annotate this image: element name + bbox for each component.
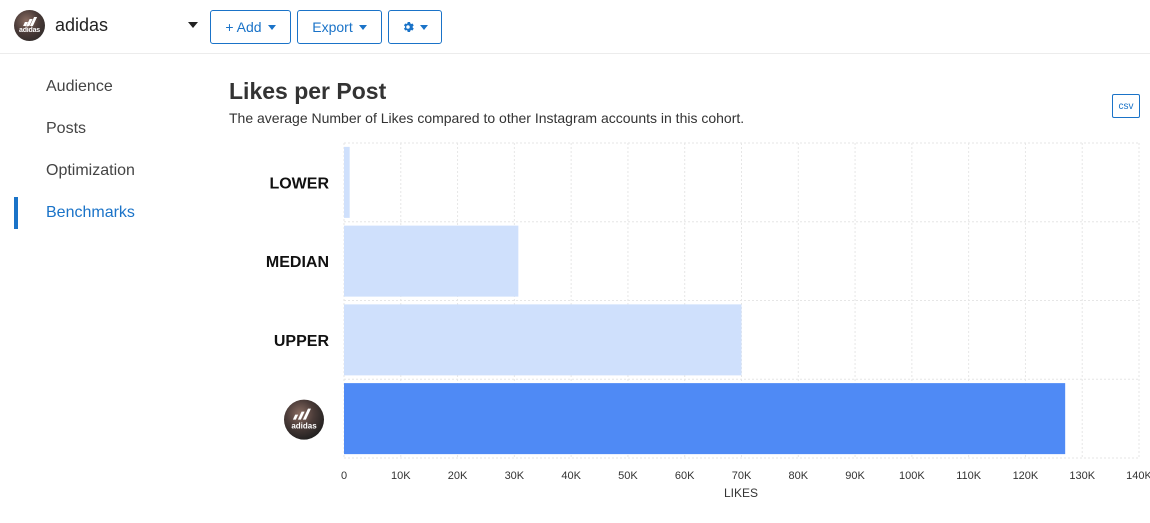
account-avatar: adidas (14, 10, 45, 41)
export-button[interactable]: Export (297, 10, 382, 44)
sidebar-item-label: Audience (46, 78, 113, 95)
account-name: adidas (55, 15, 109, 35)
export-button-label: Export (312, 19, 353, 35)
chevron-down-icon (420, 24, 428, 30)
add-button[interactable]: + Add (210, 10, 291, 44)
sidebar-item-benchmarks[interactable]: Benchmarks (14, 197, 194, 229)
sidebar-item-label: Posts (46, 120, 87, 137)
adidas-logo-icon (22, 16, 37, 26)
sidebar-item-label: Optimization (46, 162, 135, 179)
top-bar: adidas adidas + Add Export (0, 0, 1150, 54)
sidebar-item-posts[interactable]: Posts (14, 113, 194, 145)
page-subtitle: The average Number of Likes compared to … (229, 110, 745, 126)
gear-icon (402, 21, 414, 33)
chevron-down-icon (358, 24, 367, 30)
account-dropdown-caret-icon[interactable] (188, 22, 198, 28)
settings-button[interactable] (388, 10, 442, 44)
page-title: Likes per Post (229, 78, 387, 104)
main-content: Likes per Post The average Number of Lik… (229, 55, 1150, 523)
csv-download-button[interactable]: csv (1112, 94, 1140, 118)
account-switcher[interactable]: adidas adidas (14, 10, 108, 41)
sidebar-item-label: Benchmarks (46, 204, 135, 221)
add-button-label: + Add (225, 19, 262, 35)
avatar-logo-text: adidas (19, 27, 40, 35)
sidebar-item-audience[interactable]: Audience (14, 71, 194, 103)
sidebar-item-optimization[interactable]: Optimization (14, 155, 194, 187)
sidebar: Audience Posts Optimization Benchmarks (0, 55, 200, 523)
chevron-down-icon (267, 24, 276, 30)
